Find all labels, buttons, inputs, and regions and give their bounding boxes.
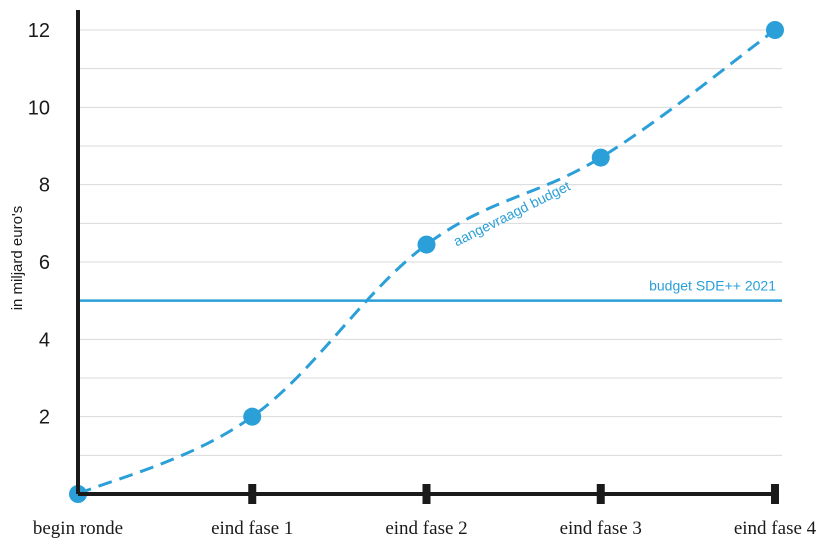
y-tick-label: 12 <box>28 20 50 42</box>
reference-line-group: budget SDE++ 2021 <box>78 278 782 302</box>
y-tick-label: 2 <box>39 407 50 429</box>
data-point-3 <box>417 235 436 254</box>
y-tick-label: 8 <box>39 175 50 197</box>
x-tick-mark <box>248 484 257 504</box>
data-point-5 <box>766 21 784 39</box>
data-point-2 <box>243 407 262 426</box>
reference-line-label: budget SDE++ 2021 <box>649 278 776 294</box>
x-tick-label: begin ronde <box>33 518 123 539</box>
x-tick-mark <box>771 484 779 504</box>
x-tick-label: eind fase 2 <box>385 518 467 539</box>
x-tick-label: eind fase 3 <box>560 518 642 539</box>
x-tick-mark <box>422 484 431 504</box>
y-tick-label: 6 <box>39 252 50 274</box>
y-tick-label: 4 <box>39 329 50 351</box>
y-axis-title: in miljard euro's <box>9 206 26 311</box>
x-tick-mark <box>596 484 605 504</box>
data-point-4 <box>591 148 610 167</box>
y-axis-ticks: 2 4 6 8 10 12 <box>28 20 50 429</box>
x-tick-label: eind fase 4 <box>734 518 817 539</box>
x-axis-ticks: begin ronde eind fase 1 eind fase 2 eind fa… <box>33 484 817 539</box>
series-line <box>77 28 776 496</box>
y-tick-label: 10 <box>28 97 50 119</box>
x-tick-label: eind fase 1 <box>211 518 293 539</box>
series-label: aangevraagd budget <box>451 178 573 250</box>
